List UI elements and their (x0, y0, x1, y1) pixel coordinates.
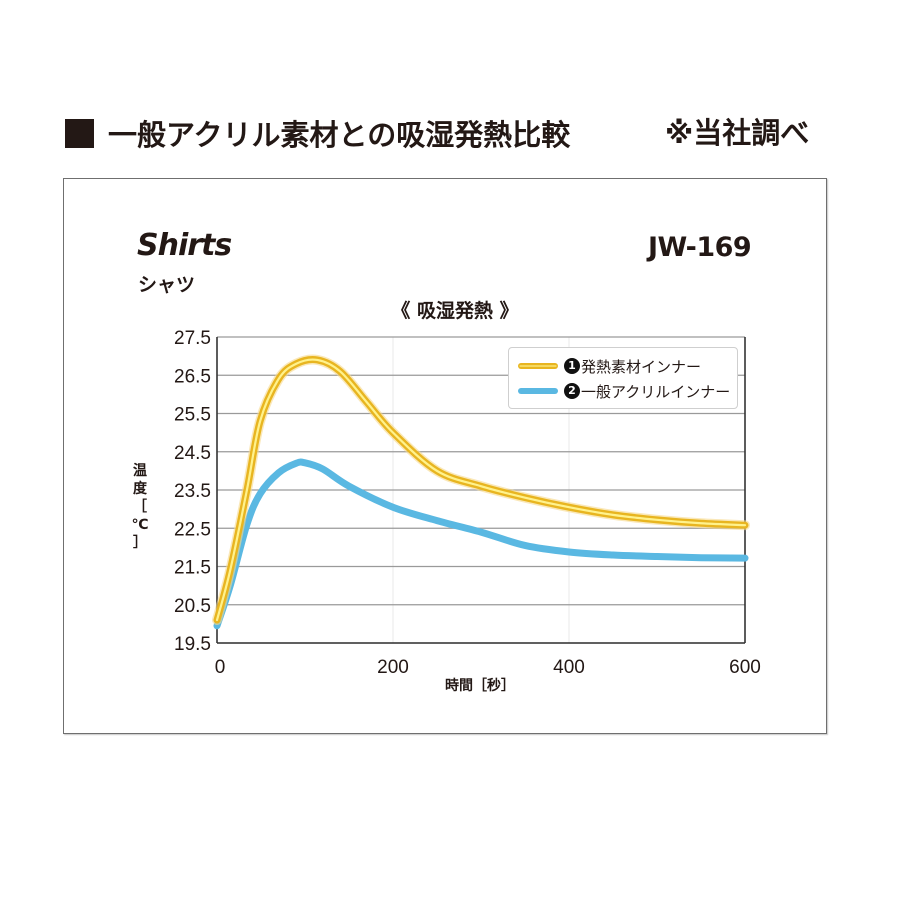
svg-text:20.5: 20.5 (174, 596, 211, 617)
svg-text:200: 200 (377, 657, 409, 678)
svg-text:25.5: 25.5 (174, 405, 211, 426)
x-axis-ticks: 0 200 400 600 (215, 657, 761, 678)
svg-text:22.5: 22.5 (174, 519, 211, 540)
product-name-jp: シャツ (138, 274, 196, 296)
chart-series (212, 354, 750, 630)
heading-square-icon (65, 118, 94, 148)
svg-text:温: 温 (133, 463, 147, 479)
product-code: JW-169 (648, 232, 752, 263)
y-axis-label: 温度［ ℃ ］ (132, 463, 149, 551)
heading-title: 一般アクリル素材との吸湿発熱比較 (108, 118, 571, 152)
svg-text:℃: ℃ (132, 517, 149, 533)
legend-label: 発熱素材インナー (581, 357, 702, 376)
svg-text:21.5: 21.5 (174, 558, 211, 579)
number-badge-icon: 2 (564, 383, 580, 399)
section-heading: 一般アクリル素材との吸湿発熱比較 ※当社調べ (65, 112, 809, 154)
legend-item-series-1: 1 発熱素材インナー (518, 355, 701, 377)
svg-text:400: 400 (553, 657, 585, 678)
svg-text:27.5: 27.5 (174, 328, 211, 349)
svg-text:度: 度 (133, 480, 148, 497)
product-name-en: Shirts (137, 228, 232, 263)
y-axis-ticks: 19.5 20.5 21.5 22.5 23.5 24.5 25.5 26.5 27.5 (174, 328, 211, 655)
svg-text:］: ］ (133, 535, 147, 551)
svg-text:0: 0 (215, 657, 226, 678)
svg-text:600: 600 (729, 657, 761, 678)
legend-item-series-2: 2 一般アクリルインナー (518, 380, 730, 402)
chart-legend: 1 発熱素材インナー 2 一般アクリルインナー (508, 347, 738, 409)
legend-swatch-orange (518, 363, 558, 369)
svg-text:19.5: 19.5 (174, 634, 211, 655)
svg-text:23.5: 23.5 (174, 481, 211, 502)
heading-note: ※当社調べ (665, 116, 810, 150)
number-badge-icon: 1 (564, 358, 580, 374)
legend-swatch-blue (518, 388, 558, 394)
x-axis-label: 時間［秒］ (445, 677, 515, 694)
svg-text:［: ［ (133, 498, 147, 515)
chart-title: 《 吸湿発熱 》 (391, 300, 519, 322)
svg-text:24.5: 24.5 (174, 443, 211, 464)
chart-frame (63, 178, 827, 734)
legend-label: 一般アクリルインナー (581, 382, 731, 401)
svg-text:26.5: 26.5 (174, 366, 211, 387)
